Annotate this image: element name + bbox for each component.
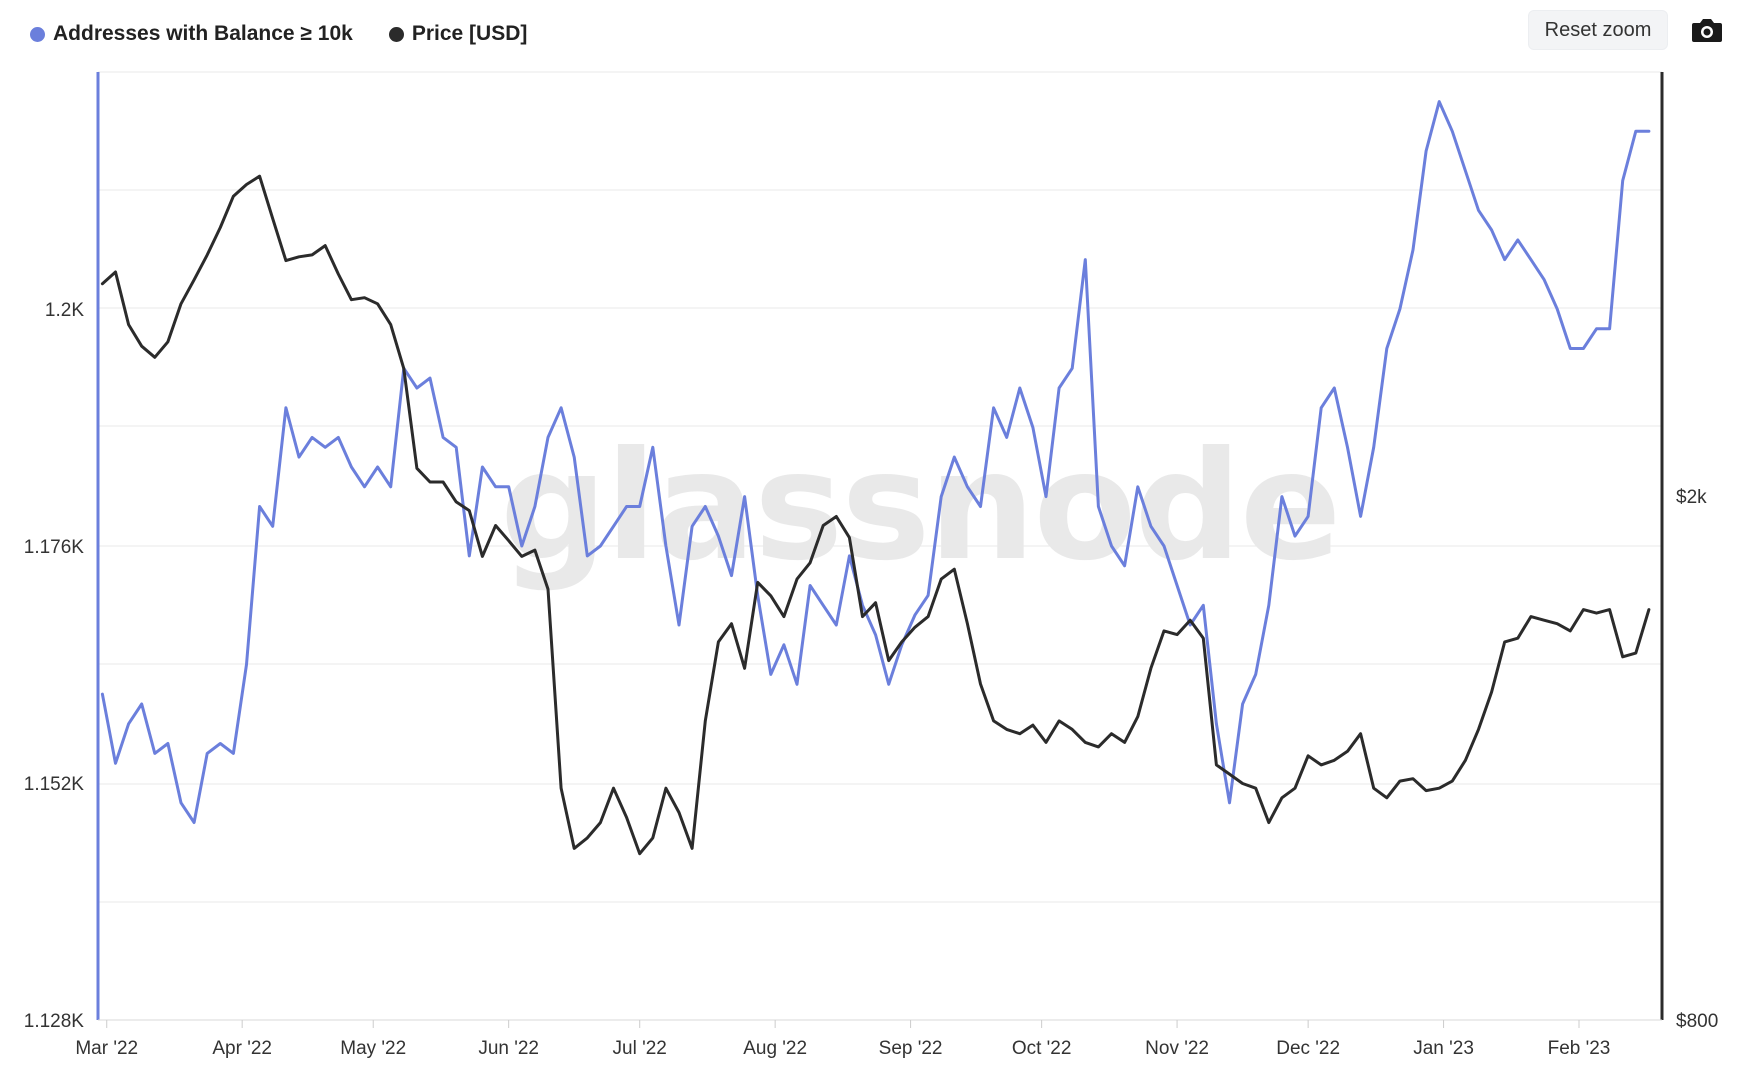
y-left-tick-label-2: 1.176K bbox=[24, 537, 85, 558]
legend-item-price[interactable]: Price [USD] bbox=[388, 22, 528, 46]
legend-label-addresses: Addresses with Balance ≥ 10k bbox=[53, 22, 353, 45]
reset-zoom-button[interactable]: Reset zoom bbox=[1528, 10, 1668, 50]
x-tick-label-6: Sep '22 bbox=[879, 1038, 943, 1059]
x-tick-label-8: Nov '22 bbox=[1145, 1038, 1209, 1059]
camera-icon-svg bbox=[1692, 19, 1722, 42]
legend-dot-price bbox=[388, 26, 404, 42]
x-tick-label-5: Aug '22 bbox=[743, 1038, 807, 1059]
series-line-addresses bbox=[100, 100, 1651, 824]
x-tick-label-7: Oct '22 bbox=[1012, 1038, 1072, 1059]
legend-label-price: Price [USD] bbox=[411, 22, 528, 45]
x-tick-label-0: Mar '22 bbox=[75, 1038, 138, 1059]
x-tick-label-4: Jul '22 bbox=[613, 1038, 667, 1059]
y-left-tick-label-0: 1.128K bbox=[24, 1011, 85, 1032]
chart-legend: Addresses with Balance ≥ 10k Price [USD] bbox=[30, 22, 527, 46]
legend-item-addresses[interactable]: Addresses with Balance ≥ 10k bbox=[30, 22, 353, 46]
y-right-tick-label-0: $800 bbox=[1676, 1011, 1718, 1032]
x-tick-label-9: Dec '22 bbox=[1276, 1038, 1340, 1059]
x-tick-label-10: Jan '23 bbox=[1413, 1038, 1474, 1059]
x-tick-label-3: Jun '22 bbox=[478, 1038, 539, 1059]
camera-icon[interactable] bbox=[1690, 16, 1724, 44]
y-left-tick-label-1: 1.152K bbox=[24, 774, 85, 795]
x-tick-label-11: Feb '23 bbox=[1548, 1038, 1611, 1059]
y-left-tick-label-3: 1.2K bbox=[45, 300, 84, 321]
y-right-tick-label-1: $2k bbox=[1676, 487, 1707, 508]
x-tick-label-1: Apr '22 bbox=[212, 1038, 272, 1059]
x-tick-label-2: May '22 bbox=[340, 1038, 406, 1059]
series-line-price bbox=[100, 174, 1651, 856]
legend-dot-addresses bbox=[30, 26, 45, 42]
